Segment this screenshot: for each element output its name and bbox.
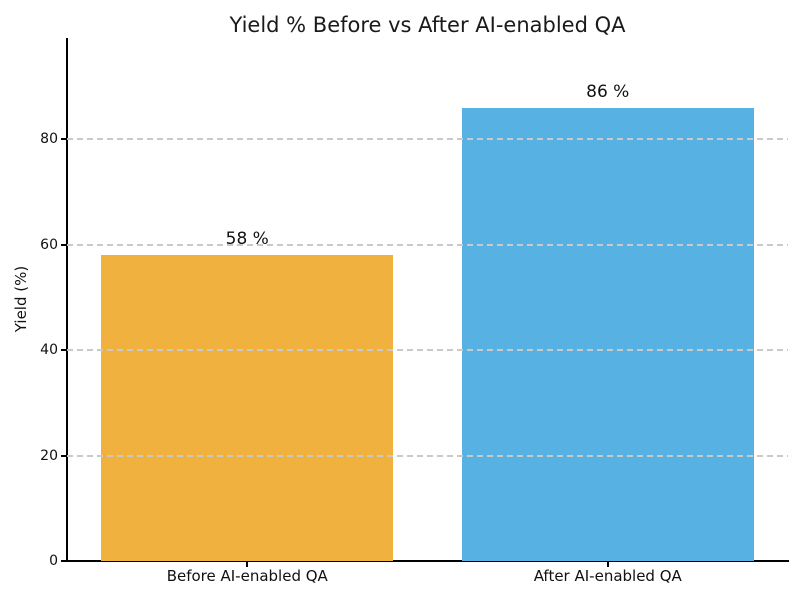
bar-value-label: 86 % bbox=[586, 81, 630, 102]
y-tick-label: 80 bbox=[40, 131, 58, 148]
y-tick-label: 60 bbox=[40, 236, 58, 253]
y-tick-mark-60 bbox=[61, 243, 66, 246]
gridline-y-80 bbox=[67, 138, 788, 141]
y-tick-mark-80 bbox=[61, 138, 66, 141]
y-tick-label: 40 bbox=[40, 342, 58, 359]
chart-title: Yield % Before vs After AI-enabled QA bbox=[229, 13, 626, 37]
gridline-y-40 bbox=[67, 349, 788, 352]
x-category-label: After AI-enabled QA bbox=[533, 567, 682, 585]
y-tick-label: 0 bbox=[49, 553, 58, 569]
y-tick-mark-40 bbox=[61, 349, 66, 352]
y-axis-title: Yield (%) bbox=[12, 265, 30, 333]
y-tick-mark-0 bbox=[61, 560, 66, 562]
x-axis-line bbox=[66, 560, 789, 562]
gridline-y-60 bbox=[67, 243, 788, 246]
bar-value-label: 58 % bbox=[225, 229, 269, 250]
x-tick-mark bbox=[606, 562, 609, 567]
gridline-y-20 bbox=[67, 454, 788, 457]
y-axis-line bbox=[66, 38, 68, 562]
x-category-label: Before AI-enabled QA bbox=[166, 567, 328, 585]
x-tick-mark bbox=[246, 562, 249, 567]
plot-area: 58 % 86 % bbox=[67, 39, 788, 561]
y-tick-mark-20 bbox=[61, 454, 66, 457]
y-tick-label: 20 bbox=[40, 447, 58, 464]
bar-after bbox=[461, 107, 754, 561]
bar-before bbox=[101, 255, 394, 561]
